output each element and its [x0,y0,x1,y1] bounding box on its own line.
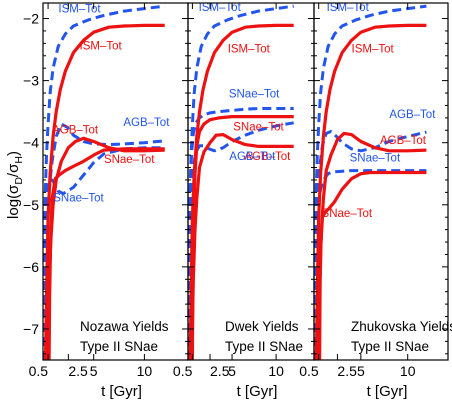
panel-note-type: Type II SNae [351,339,429,354]
series-red-solid-1 [43,23,165,360]
curve-label-blue-6: SNae–Tot [53,193,104,205]
series-blue-dashed-6 [188,107,294,360]
curve-label-blue-6: SNae–Tot [229,88,280,100]
curve-label-blue-5: AGB–Tot [389,109,436,121]
curve-label-red-2: AGB–Tot [244,151,291,163]
x-tick-label: 0.5 [299,363,319,379]
curve-label-blue-6: SNae–Tot [350,152,401,164]
curve-label-blue-4: ISM–Tot [58,3,101,15]
y-axis-label-sub-d: D [13,177,25,185]
x-tick-label: 5 [228,363,236,379]
y-axis-label-end: ) [5,151,22,156]
x-tick-label: 5 [90,363,98,379]
panel-3: ISM–Tot AGB–Tot SNae–Tot ISM–Tot AGB–Tot SNae… [299,2,452,400]
y-tick-label: −2 [23,11,39,27]
x-tick-label: 0.5 [173,363,193,379]
y-axis-label: log(σD/σH) [5,151,25,219]
curve-label-red-2: AGB–Tot [380,135,427,147]
x-axis-label: t [Gyr] [237,383,278,400]
y-tick-label: −5 [23,197,39,213]
panel-frame [313,2,449,361]
y-axis-label-sub-h: H [13,156,25,164]
panel-frame [187,2,315,361]
panel-note-yields: Zhukovska Yields [351,319,452,334]
curve-label-blue-5: AGB–Tot [123,117,170,129]
curve-label-blue-4: ISM–Tot [327,2,370,14]
panel-note-yields: Nozawa Yields [80,319,169,334]
y-tick-label: −6 [23,259,39,275]
x-tick-label: 2.5 [68,363,88,379]
x-tick-label: 2.5 [210,363,230,379]
panel-1: ISM–Tot AGB–Tot SNae–Tot ISM–Tot AGB–Tot SNae… [23,2,189,400]
x-axis-label: t [Gyr] [367,383,408,400]
y-tick-label: −7 [23,321,39,337]
y-tick-label: −4 [23,135,39,151]
curve-label-red-2: AGB–Tot [52,124,99,136]
panel-note-type: Type II SNae [80,339,158,354]
x-tick-label: 10 [400,363,416,379]
series-red-solid-1 [314,23,427,360]
x-axis-label: t [Gyr] [101,383,142,400]
curve-label-red-1: ISM–Tot [228,44,271,56]
series-blue-dashed-4 [43,4,165,360]
series-blue-dashed-5 [188,121,294,360]
panel-frame [42,2,189,361]
curves-group [43,4,165,360]
curve-label-blue-5: AGB–Tot [229,151,276,163]
curve-label-red-3: SNae–Tot [322,208,373,220]
panel-note-type: Type II SNae [225,339,303,354]
curve-label-red-1: ISM–Tot [80,41,123,53]
curve-label-red-3: SNae–Tot [233,121,284,133]
panel-note-yields: Dwek Yields [225,319,299,334]
y-axis-label-mid: /σ [5,163,22,177]
x-tick-label: 10 [268,363,284,379]
y-tick-label: −3 [23,73,39,89]
panel-2: ISM–Tot AGB–Tot SNae–Tot ISM–Tot AGB–Tot SNae… [173,2,315,400]
series-red-solid-3 [47,147,165,360]
series-red-solid-3 [318,170,427,360]
series-blue-dashed-4 [188,4,294,360]
curve-label-red-1: ISM–Tot [352,44,395,56]
x-tick-label: 2.5 [337,363,357,379]
x-tick-label: 0.5 [29,363,49,379]
x-tick-label: 10 [137,363,153,379]
curves-group [188,4,294,360]
x-tick-label: 5 [357,363,365,379]
curve-label-red-3: SNae–Tot [104,154,155,166]
curves-group [314,4,427,360]
series-blue-dashed-4 [314,4,427,360]
series-red-solid-3 [190,115,294,360]
curve-label-blue-4: ISM–Tot [199,2,242,14]
series-red-solid-1 [188,23,294,360]
